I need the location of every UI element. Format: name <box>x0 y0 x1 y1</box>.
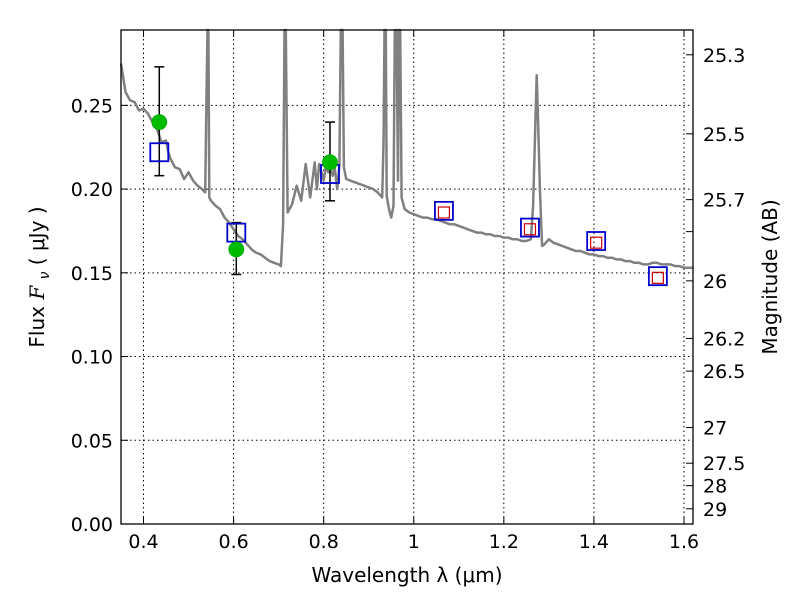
nir-band-square <box>590 236 603 249</box>
observed-photometry-point <box>151 114 168 131</box>
nir-band-square <box>437 206 451 219</box>
x-tick-label: 1 <box>408 531 420 553</box>
x-tick-label: 1.4 <box>579 531 609 553</box>
x-tick-label: 0.4 <box>128 531 158 553</box>
x-tick-label: 1.2 <box>489 531 519 553</box>
nir-band-square <box>651 271 664 284</box>
secondary-y-axis-title: Magnitude (AB) <box>758 199 782 354</box>
tick-labels: 0.4 0.6 0.8 1 1.2 1.4 1.6 0.00 0.05 0.10 0.15 0.20 0… <box>71 45 746 553</box>
y2-tick-label: 27.5 <box>703 453 745 475</box>
y2-tick-label: 26.2 <box>703 328 745 350</box>
y-tick-label: 0.25 <box>71 95 113 117</box>
y-tick-label: 0.20 <box>71 179 113 201</box>
model-photometry-square <box>647 266 668 287</box>
nir-band-square <box>523 223 537 236</box>
y2-tick-label: 25.3 <box>703 45 745 67</box>
x-axis-title: Wavelength λ (μm) <box>311 563 502 587</box>
model-photometry-square <box>434 200 454 221</box>
observed-photometry-point <box>322 154 338 171</box>
spectrum-line <box>119 28 693 270</box>
y-axis-title-subscript: ν <box>37 271 53 279</box>
y-tick-label: 0.10 <box>71 347 113 369</box>
y-axis-title-symbol: F <box>25 285 49 301</box>
y2-tick-label: 26 <box>703 271 727 293</box>
y2-tick-label: 28 <box>703 476 727 498</box>
spectrum-layer <box>119 28 693 270</box>
plot-frame <box>120 29 694 525</box>
y-tick-label: 0.00 <box>71 514 113 536</box>
x-tick-label: 0.6 <box>218 531 248 553</box>
y-axis-title-prefix: Flux <box>25 300 49 348</box>
x-tick-label: 1.6 <box>669 531 699 553</box>
photometry-markers <box>149 66 668 287</box>
y2-tick-label: 26.5 <box>703 361 745 383</box>
y2-tick-label: 29 <box>703 499 727 521</box>
y-tick-label: 0.15 <box>71 263 113 285</box>
axis-ticks <box>121 30 693 525</box>
x-tick-label: 0.8 <box>309 531 339 553</box>
grid-lines <box>121 30 693 524</box>
observed-photometry-point <box>228 241 245 258</box>
y2-tick-label: 27 <box>703 418 727 440</box>
y2-tick-label: 25.5 <box>703 124 745 146</box>
model-photometry-square <box>149 142 170 163</box>
y-axis-title-suffix: ( μJy ) <box>25 206 49 265</box>
model-photometry-square <box>586 231 607 251</box>
y-axis-title: Flux F ν ( μJy ) <box>25 206 54 347</box>
y-tick-label: 0.05 <box>71 430 113 452</box>
y2-tick-label: 25.7 <box>703 190 745 212</box>
model-photometry-square <box>520 217 540 238</box>
